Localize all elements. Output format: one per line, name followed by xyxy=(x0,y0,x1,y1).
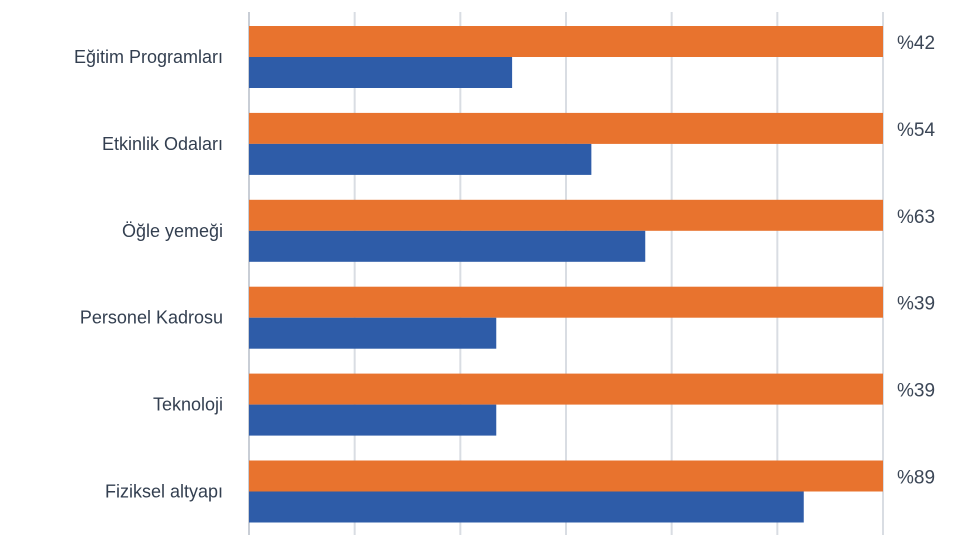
bar-s2-3 xyxy=(249,317,497,349)
bar-s1-2 xyxy=(249,199,883,231)
category-label-4: Teknoloji xyxy=(153,395,223,415)
data-label-1: %54 xyxy=(897,120,935,141)
bars xyxy=(249,26,883,523)
category-label-3: Personel Kadrosu xyxy=(80,308,223,328)
data-label-3: %39 xyxy=(897,294,935,315)
category-label-1: Etkinlik Odaları xyxy=(102,134,223,154)
bar-s2-4 xyxy=(249,404,497,436)
bar-s1-1 xyxy=(249,112,883,144)
bar-s1-3 xyxy=(249,286,883,318)
data-label-4: %39 xyxy=(897,381,935,402)
bar-s2-2 xyxy=(249,230,646,262)
gridlines xyxy=(248,12,884,535)
bar-s2-0 xyxy=(249,57,513,88)
bar-s2-5 xyxy=(249,491,804,523)
category-label-2: Öğle yemeği xyxy=(122,221,223,241)
category-label-5: Fiziksel altyapı xyxy=(105,482,223,502)
bar-s2-1 xyxy=(249,143,592,175)
category-label-0: Eğitim Programları xyxy=(74,47,223,67)
data-label-5: %89 xyxy=(897,468,935,489)
data-labels: %42 %54 %63 %39 %39 %89 xyxy=(897,33,935,489)
category-labels: Eğitim Programları Etkinlik Odaları Öğle y… xyxy=(74,47,223,502)
bar-s1-4 xyxy=(249,373,883,405)
bar-s1-5 xyxy=(249,460,883,492)
data-label-0: %42 xyxy=(897,33,935,54)
bar-s1-0 xyxy=(249,26,883,57)
data-label-2: %63 xyxy=(897,207,935,228)
